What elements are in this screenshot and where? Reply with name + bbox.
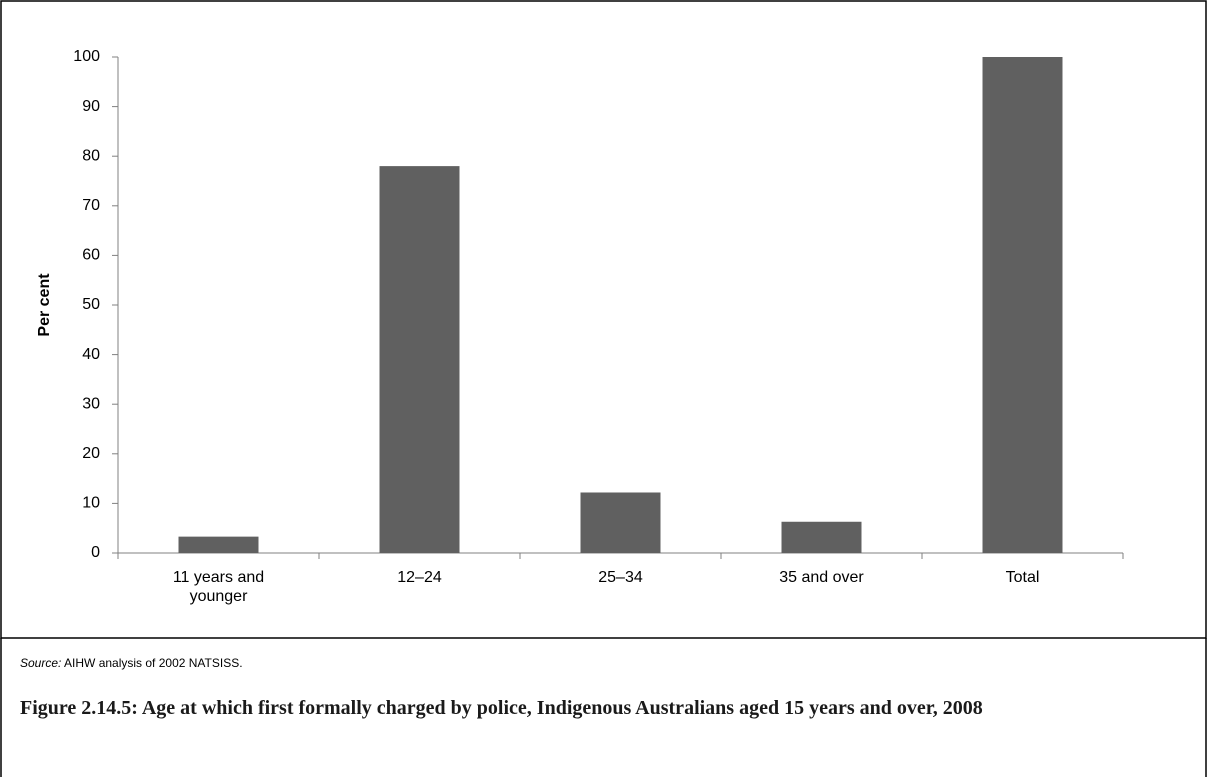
y-tick-label: 10 [82,495,100,512]
source-label: Source: [20,656,62,670]
x-tick-label: Total [1005,569,1040,586]
y-axis-label: Per cent [36,273,53,337]
caption: Figure 2.14.5: Age at which first formal… [20,697,983,719]
source-text: AIHW analysis of 2002 NATSISS. [64,656,243,670]
bar [178,536,259,553]
x-tick-label: 11 years and younger [172,569,265,605]
y-tick-label: 40 [82,346,100,363]
x-tick-label: 12–24 [397,569,442,586]
y-tick-label: 80 [82,147,100,164]
bar [379,166,460,553]
y-tick-label: 70 [82,197,100,214]
y-tick-label: 60 [82,247,100,264]
x-tick-label: 35 and over [779,569,864,586]
bar [982,57,1063,553]
y-tick-label: 20 [82,445,100,462]
chart-frame [0,0,1207,639]
x-tick-label: 25–34 [598,569,643,586]
source: Source: AIHW analysis of 2002 NATSISS. [20,656,243,670]
bar [580,492,661,553]
y-tick-label: 100 [73,48,100,65]
y-tick-label: 90 [82,98,100,115]
bar [781,521,862,553]
y-tick-label: 30 [82,395,100,412]
y-tick-label: 50 [82,296,100,313]
y-tick-label: 0 [91,544,100,561]
